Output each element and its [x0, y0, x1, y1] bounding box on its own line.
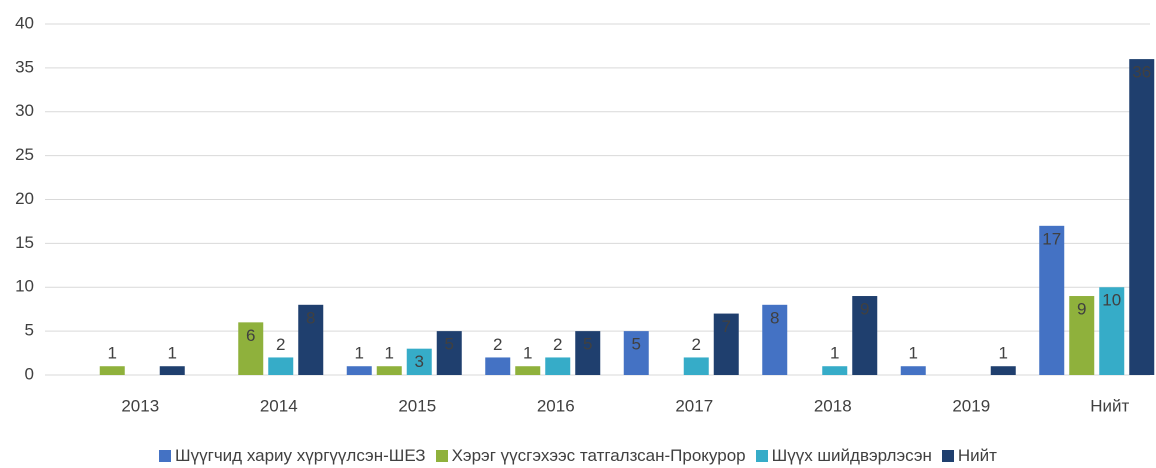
- data-label: 17: [1042, 229, 1061, 248]
- data-label: 1: [168, 344, 177, 363]
- y-tick-label: 10: [15, 277, 34, 296]
- bar: [159, 366, 185, 375]
- bar: [436, 331, 462, 375]
- y-tick-label: 35: [15, 57, 34, 76]
- legend-swatch: [159, 450, 172, 462]
- legend-label: Шүүгчид хариу хүргүүлсэн-ШЕЗ: [175, 446, 426, 465]
- bar: [575, 331, 601, 375]
- x-tick-label: 2018: [814, 396, 852, 415]
- bar: [346, 366, 372, 375]
- data-label: 8: [770, 308, 779, 327]
- bar: [713, 313, 739, 375]
- bar: [683, 357, 709, 375]
- bar: [623, 331, 649, 375]
- x-tick-label: 2019: [952, 396, 990, 415]
- data-label: 9: [1077, 300, 1086, 319]
- data-label: 1: [355, 344, 364, 363]
- data-label: 1: [830, 344, 839, 363]
- bar: [1099, 287, 1125, 375]
- data-label: 1: [523, 344, 532, 363]
- data-label: 1: [385, 344, 394, 363]
- legend-label: Хэрэг үүсгэхээс татгалзсан-Прокурор: [451, 446, 746, 465]
- bar: [990, 366, 1016, 375]
- data-label: 1: [108, 344, 117, 363]
- data-label: 5: [445, 335, 454, 354]
- legend-swatch: [755, 450, 768, 462]
- y-tick-label: 15: [15, 233, 34, 252]
- legend-swatch: [435, 450, 448, 462]
- bar: [1069, 296, 1095, 375]
- x-tick-label: 2015: [398, 396, 436, 415]
- y-tick-label: 20: [15, 189, 34, 208]
- bar: [515, 366, 541, 375]
- y-tick-label: 40: [15, 13, 34, 32]
- x-tick-label: 2017: [675, 396, 713, 415]
- bar: [1129, 59, 1155, 375]
- bar: [762, 304, 788, 375]
- bar: [99, 366, 125, 375]
- legend-swatch: [941, 450, 954, 462]
- data-label: 5: [632, 335, 641, 354]
- bar: [900, 366, 926, 375]
- legend-item: Хэрэг үүсгэхээс татгалзсан-Прокурор: [435, 446, 746, 466]
- y-tick-label: 5: [25, 321, 34, 340]
- data-label: 9: [860, 300, 869, 319]
- bar: [238, 322, 264, 375]
- data-label: 6: [246, 326, 255, 345]
- bar: [545, 357, 571, 375]
- x-tick-label: 2014: [260, 396, 298, 415]
- data-label: 10: [1102, 291, 1121, 310]
- data-label: 36: [1132, 63, 1151, 82]
- bar: [406, 348, 432, 375]
- data-label: 2: [493, 335, 502, 354]
- data-label: 2: [692, 335, 701, 354]
- y-tick-label: 25: [15, 145, 34, 164]
- legend-label: Шүүх шийдвэрлэсэн: [771, 446, 932, 465]
- bar: [1039, 225, 1065, 375]
- y-tick-label: 30: [15, 101, 34, 120]
- bar: [485, 357, 511, 375]
- data-label: 8: [306, 308, 315, 327]
- legend: Шүүгчид хариу хүргүүлсэн-ШЕЗ Хэрэг үүсгэх…: [0, 446, 1156, 466]
- data-label: 7: [722, 317, 731, 336]
- data-label: 3: [415, 352, 424, 371]
- data-label: 1: [999, 344, 1008, 363]
- x-tick-label: Нийт: [1090, 396, 1129, 415]
- data-label: 2: [553, 335, 562, 354]
- data-label: 2: [276, 335, 285, 354]
- legend-item: Нийт: [941, 446, 997, 466]
- data-label: 1: [909, 344, 918, 363]
- bar: [822, 366, 848, 375]
- data-label: 5: [583, 335, 592, 354]
- legend-label: Нийт: [957, 446, 997, 465]
- legend-item: Шүүгчид хариу хүргүүлсэн-ШЕЗ: [159, 446, 426, 466]
- bar: [852, 296, 878, 375]
- y-tick-label: 0: [25, 364, 34, 383]
- bar: [268, 357, 294, 375]
- x-tick-label: 2016: [537, 396, 575, 415]
- legend-item: Шүүх шийдвэрлэсэн: [755, 446, 932, 466]
- x-tick-label: 2013: [121, 396, 159, 415]
- bar: [376, 366, 402, 375]
- bar: [298, 304, 324, 375]
